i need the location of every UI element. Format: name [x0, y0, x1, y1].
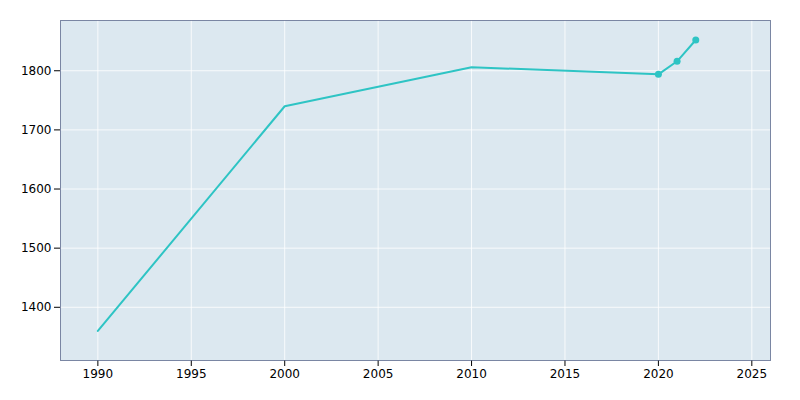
svg-text:2025: 2025 — [737, 367, 768, 381]
svg-text:2005: 2005 — [363, 367, 394, 381]
svg-text:1500: 1500 — [21, 241, 52, 255]
svg-text:1800: 1800 — [21, 64, 52, 78]
svg-text:2020: 2020 — [643, 367, 674, 381]
svg-text:2015: 2015 — [550, 367, 581, 381]
svg-text:2000: 2000 — [269, 367, 300, 381]
svg-text:1600: 1600 — [21, 182, 52, 196]
svg-text:1990: 1990 — [83, 367, 114, 381]
svg-text:1400: 1400 — [21, 300, 52, 314]
svg-text:2010: 2010 — [456, 367, 487, 381]
svg-text:1700: 1700 — [21, 123, 52, 137]
svg-text:1995: 1995 — [176, 367, 207, 381]
